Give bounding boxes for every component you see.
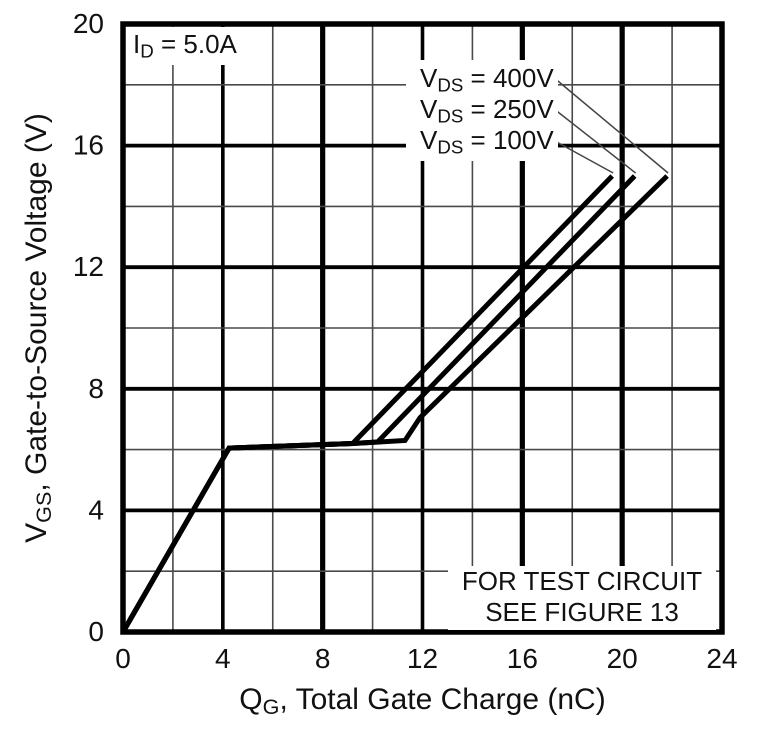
y-tick-label: 16: [73, 130, 104, 161]
y-tick-label: 8: [88, 373, 104, 404]
x-tick-label: 8: [315, 643, 331, 674]
curve-vds-250v: [120, 174, 637, 634]
legend-item-vds-250v: VDS = 250V: [420, 94, 554, 125]
x-tick-label: 12: [407, 643, 438, 674]
x-tick-label: 24: [706, 643, 737, 674]
legend-item-vds-100v: VDS = 100V: [420, 125, 554, 156]
plot-border: [120, 21, 725, 635]
legend-subscript: DS: [437, 74, 464, 96]
legend-leader-line: [556, 141, 614, 174]
curve-vds-400v: [120, 174, 669, 634]
y-title-text: , Gate-to-Source Voltage (V): [20, 113, 53, 492]
x-tick-label: 20: [607, 643, 638, 674]
legend-symbol: V: [420, 125, 438, 155]
x-tick-label: 0: [115, 643, 131, 674]
condition-value: = 5.0A: [153, 29, 237, 59]
legend-value: = 400V: [463, 63, 554, 93]
note-line-1: FOR TEST CIRCUIT: [461, 566, 703, 596]
y-title-subscript: GS: [31, 491, 57, 523]
condition-subscript: D: [140, 40, 154, 62]
legend-value: = 250V: [463, 94, 554, 124]
legend-symbol: V: [420, 94, 438, 124]
note-line-2: SEE FIGURE 13: [485, 597, 679, 627]
y-tick-label: 20: [73, 8, 104, 39]
y-tick-label: 12: [73, 251, 104, 282]
curve-vds-100v: [120, 174, 614, 634]
test-circuit-note: FOR TEST CIRCUIT SEE FIGURE 13: [448, 566, 716, 630]
y-title-symbol: V: [20, 522, 53, 543]
legend-subscript: DS: [437, 136, 464, 158]
x-title-symbol: Q: [239, 683, 263, 716]
x-title-subscript: G: [262, 694, 280, 720]
test-condition-label: ID = 5.0A: [130, 27, 249, 65]
y-axis-title: VGS, Gate-to-Source Voltage (V): [20, 113, 57, 543]
legend-item-vds-400v: VDS = 400V: [420, 63, 554, 94]
legend: VDS = 400V VDS = 250V VDS = 100V: [406, 60, 558, 161]
x-tick-label: 16: [507, 643, 538, 674]
legend-subscript: DS: [437, 105, 464, 127]
y-tick-label: 0: [88, 616, 104, 647]
x-axis-title: QG, Total Gate Charge (nC): [123, 683, 722, 717]
legend-value: = 100V: [463, 125, 554, 155]
x-tick-label: 4: [215, 643, 231, 674]
x-title-text: , Total Gate Charge (nC): [279, 683, 606, 716]
legend-leader-line: [556, 79, 669, 174]
condition-symbol: I: [133, 29, 141, 59]
y-tick-label: 4: [88, 494, 104, 525]
legend-leader-line: [556, 110, 637, 174]
legend-symbol: V: [420, 63, 438, 93]
